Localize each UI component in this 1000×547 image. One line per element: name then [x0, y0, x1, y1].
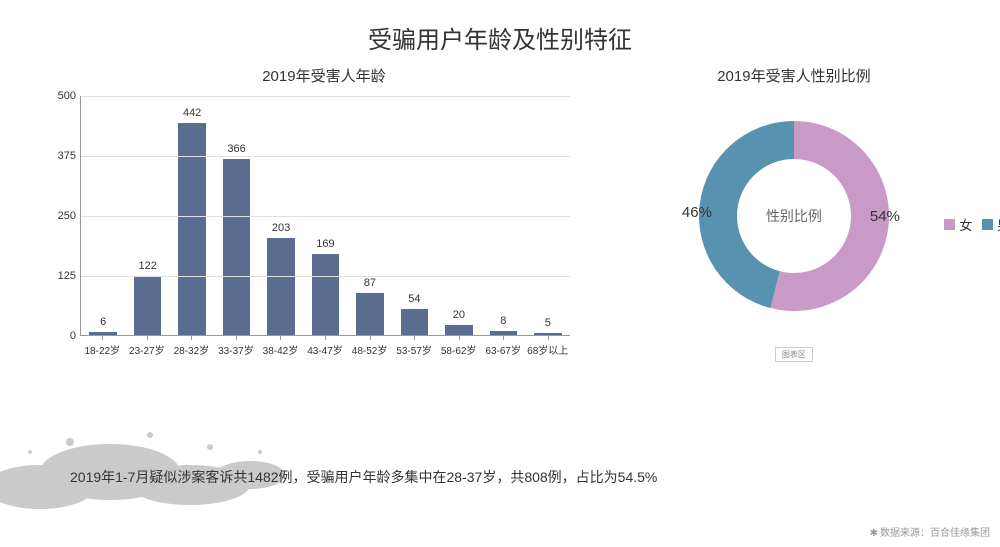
legend-swatch-male [982, 219, 993, 230]
donut-pct-female: 54% [870, 208, 900, 225]
donut-pct-male: 46% [682, 204, 712, 221]
bar-chart: 0125250375500 612244236620316987542085 1… [50, 96, 570, 376]
legend-label-female: 女 [959, 215, 972, 234]
x-category-label: 23-27岁 [125, 336, 170, 357]
donut-chart-section: 2019年受害人性别比例 性别比例 46% 54% 女 男 图表区 [618, 65, 970, 376]
bar-value-label: 54 [408, 293, 420, 305]
donut-legend-box: 图表区 [618, 344, 970, 362]
bar-value-label: 366 [227, 143, 245, 155]
gridline [81, 276, 570, 277]
x-category-label: 33-37岁 [214, 336, 259, 357]
x-category-label: 48-52岁 [347, 336, 392, 357]
data-source-note: ✱数据来源：百合佳缘集团 [870, 524, 990, 539]
asterisk-icon: ✱ [870, 528, 878, 539]
x-category-label: 18-22岁 [80, 336, 125, 357]
gridline [81, 96, 570, 97]
bar-chart-section: 2019年受害人年龄 0 125 250 375 500 6 122 442 366 203 16… [50, 65, 598, 376]
bottom-summary-note: 2019年1-7月疑似涉案客诉共1482例，受骗用户年龄多集中在28-37岁，共… [70, 467, 657, 487]
bar-value-label: 203 [272, 222, 290, 234]
bar-value-label: 8 [500, 315, 506, 327]
bar: 5 [534, 333, 562, 335]
bar: 54 [401, 309, 429, 335]
bar-chart-title: 2019年受害人年龄 [50, 65, 598, 86]
data-source-text: 数据来源：百合佳缘集团 [880, 528, 990, 539]
y-tick-label: 250 [58, 210, 76, 222]
x-category-label: 28-32岁 [169, 336, 214, 357]
bar-value-label: 122 [138, 260, 156, 272]
page-title: 受骗用户年龄及性别特征 [0, 0, 1000, 55]
bar: 20 [445, 325, 473, 335]
bar-plot-area: 6 122 442 366 203 169 87 54 20 8 5 [80, 96, 570, 336]
x-category-label: 68岁以上 [525, 336, 570, 357]
legend-item-female: 女 [944, 215, 972, 234]
bar-value-label: 20 [453, 309, 465, 321]
bar: 6 [89, 332, 117, 335]
legend-item-male: 男 [982, 215, 1000, 234]
x-category-label: 38-42岁 [258, 336, 303, 357]
x-category-label: 63-67岁 [481, 336, 526, 357]
bar: 122 [134, 276, 162, 335]
donut-legend-box-text: 图表区 [775, 347, 813, 362]
y-tick-label: 125 [58, 270, 76, 282]
bar-value-label: 442 [183, 107, 201, 119]
donut-legend: 女 男 [938, 215, 1000, 234]
bar: 203 [267, 238, 295, 335]
charts-row: 2019年受害人年龄 0 125 250 375 500 6 122 442 366 203 16… [0, 55, 1000, 376]
legend-swatch-female [944, 219, 955, 230]
donut-chart-title: 2019年受害人性别比例 [618, 65, 970, 86]
bar-x-labels: 18-22岁23-27岁28-32岁33-37岁38-42岁43-47岁48-5… [80, 336, 570, 357]
bar: 366 [223, 159, 251, 335]
donut-chart: 性别比例 46% 54% [674, 96, 914, 336]
bar: 8 [490, 331, 518, 335]
x-category-label: 43-47岁 [303, 336, 348, 357]
bar: 442 [178, 123, 206, 335]
gridline [81, 156, 570, 157]
bar-value-label: 169 [316, 238, 334, 250]
donut-center-label: 性别比例 [766, 206, 822, 226]
x-category-label: 53-57岁 [392, 336, 437, 357]
bar-value-label: 87 [364, 277, 376, 289]
x-category-label: 58-62岁 [436, 336, 481, 357]
bar: 169 [312, 254, 340, 335]
gridline [81, 216, 570, 217]
bar-value-label: 5 [545, 317, 551, 329]
bar-y-axis: 0125250375500 [50, 96, 80, 336]
y-tick-label: 0 [70, 330, 76, 342]
bar: 87 [356, 293, 384, 335]
ink-splash-decoration [0, 397, 300, 517]
y-tick-label: 375 [58, 150, 76, 162]
y-tick-label: 500 [58, 90, 76, 102]
bar-value-label: 6 [100, 316, 106, 328]
